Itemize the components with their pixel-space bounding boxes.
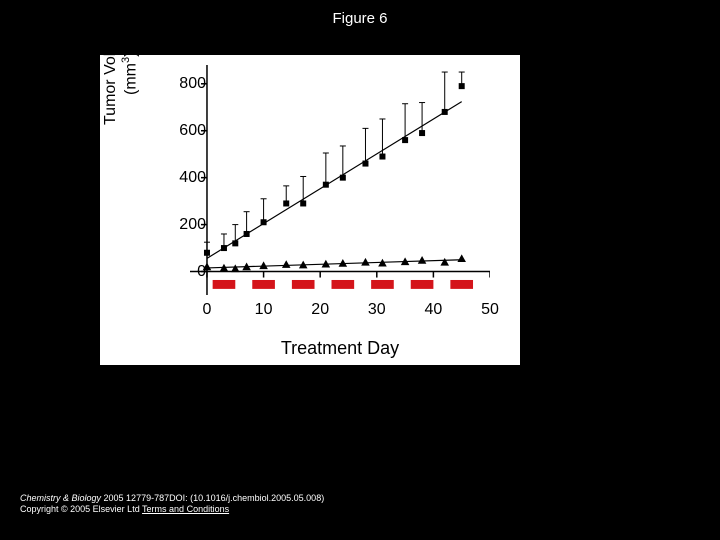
copyright-text: Copyright © 2005 Elsevier Ltd bbox=[20, 504, 142, 514]
x-tick-label: 0 bbox=[203, 301, 212, 319]
y-label-line2: (mm bbox=[122, 63, 139, 95]
citation-caption: Chemistry & Biology 2005 12779-787DOI: (… bbox=[20, 493, 324, 516]
y-label-line2-close: ) bbox=[122, 52, 139, 57]
x-tick-label: 50 bbox=[481, 301, 499, 319]
x-tick-label: 40 bbox=[424, 301, 442, 319]
y-tick-label: 400 bbox=[156, 169, 206, 187]
citation-line2: Copyright © 2005 Elsevier Ltd Terms and … bbox=[20, 504, 324, 516]
x-axis-label: Treatment Day bbox=[190, 338, 490, 359]
x-tick-label: 30 bbox=[368, 301, 386, 319]
citation-line1: Chemistry & Biology 2005 12779-787DOI: (… bbox=[20, 493, 324, 505]
y-tick-label: 800 bbox=[156, 75, 206, 93]
x-tick-label: 20 bbox=[311, 301, 329, 319]
figure-panel: Tumor Volume (mm3) 0200400600800 0102030… bbox=[100, 55, 520, 365]
y-label-sup: 3 bbox=[120, 57, 132, 63]
plot-area bbox=[190, 65, 490, 295]
y-label-line1: Tumor Volume bbox=[102, 22, 119, 125]
y-tick-label: 600 bbox=[156, 122, 206, 140]
terms-link[interactable]: Terms and Conditions bbox=[142, 504, 229, 514]
y-tick-label: 200 bbox=[156, 216, 206, 234]
citation-rest: 2005 12779-787DOI: (10.1016/j.chembiol.2… bbox=[101, 493, 324, 503]
chart-svg bbox=[190, 65, 490, 295]
y-tick-label: 0 bbox=[156, 263, 206, 281]
y-axis-label: Tumor Volume (mm3) bbox=[102, 22, 140, 125]
journal-name: Chemistry & Biology bbox=[20, 493, 101, 503]
x-tick-label: 10 bbox=[255, 301, 273, 319]
